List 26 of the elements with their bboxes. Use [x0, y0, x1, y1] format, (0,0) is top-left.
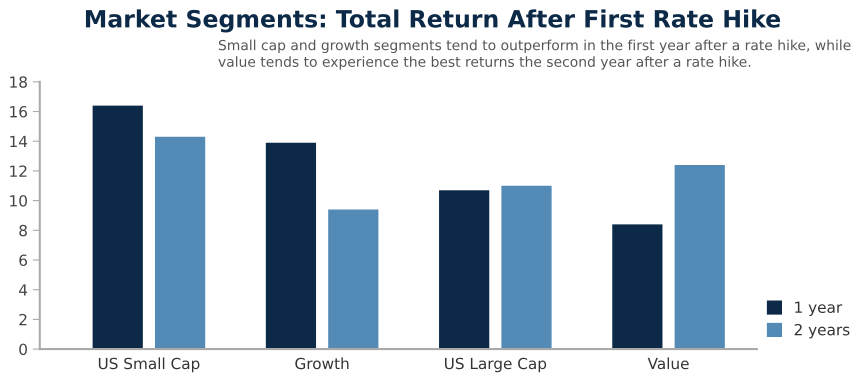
y-tick-label: 6 [19, 254, 28, 266]
bar [92, 106, 143, 350]
y-tick-label: 8 [19, 224, 27, 236]
y-tick-label: 16 [10, 106, 28, 118]
legend-label: 2 years [794, 324, 850, 338]
legend-label: 1 year [795, 302, 842, 316]
x-tick-label: Growth [295, 357, 348, 370]
chart-subtitle: Small cap and growth segments tend to outperform in the first year after a rate hike, while value tends to experience the best returns the second year after a rate hike. [218, 40, 851, 70]
bar [266, 142, 316, 350]
bar [674, 164, 725, 350]
x-tick-label: Value [648, 357, 689, 370]
bar [328, 210, 378, 350]
bar [439, 190, 490, 350]
bar [501, 186, 552, 350]
x-tick-label: US Small Cap [98, 357, 200, 372]
bar [612, 224, 662, 350]
y-tick-label: 18 [10, 76, 27, 88]
y-tick-label: 12 [10, 165, 26, 177]
y-tick-label: 2 [19, 314, 26, 326]
y-tick-label: 4 [19, 284, 28, 296]
y-tick-label: 0 [19, 344, 27, 356]
chart-title: Market Segments: Total Return After First Rate Hike [86, 9, 780, 32]
bar [154, 136, 206, 350]
y-tick-label: 10 [10, 195, 27, 207]
y-tick-label: 14 [10, 136, 28, 148]
x-tick-label: US Large Cap [445, 358, 546, 372]
